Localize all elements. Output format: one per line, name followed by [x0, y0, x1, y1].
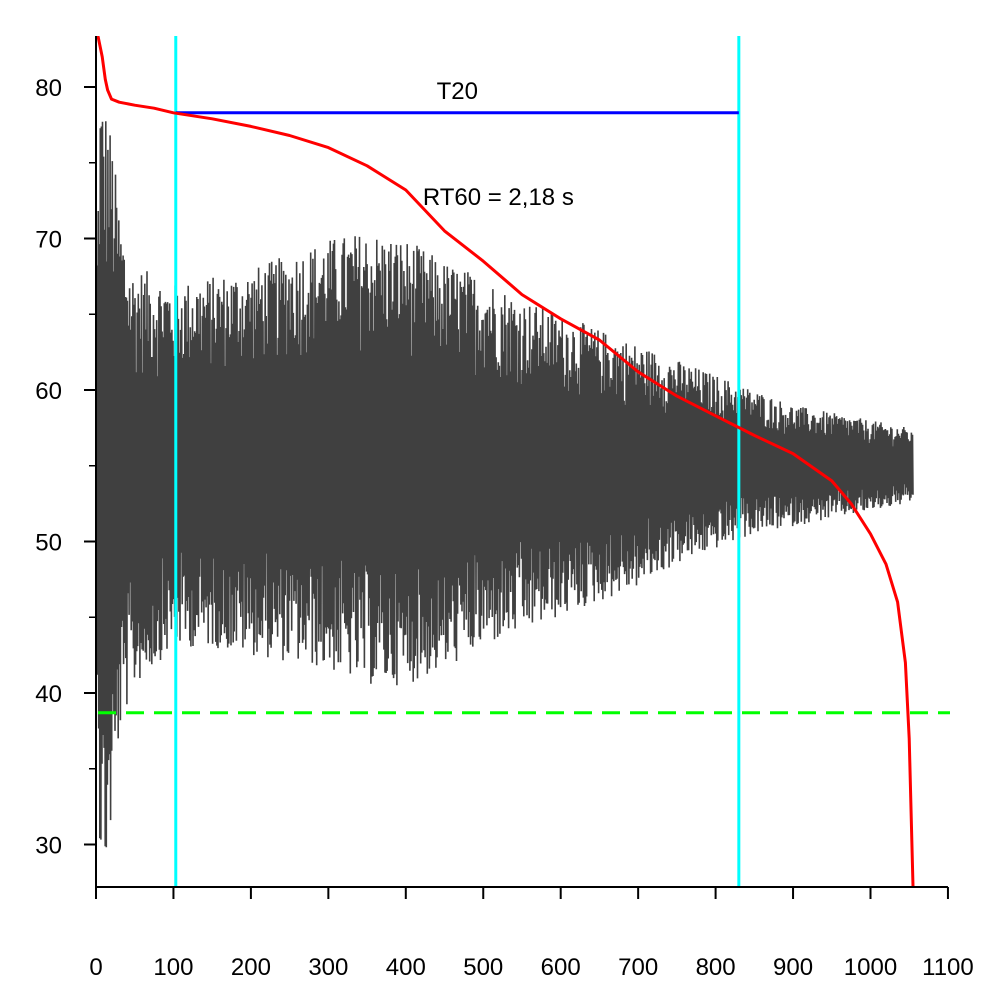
signal-trace: [96, 121, 914, 848]
x-tick-label: 200: [231, 954, 271, 981]
decay-curve-line: [96, 36, 915, 887]
tick-labels: 0 100 200 300 400 500 600 700 800 900 1000 1100 30 40…: [35, 75, 973, 981]
marker-lines: [174, 36, 741, 887]
x-tick-label: 1000: [844, 954, 897, 981]
y-tick-label: 60: [35, 378, 62, 405]
x-tick-label: 100: [153, 954, 193, 981]
y-tick-label: 50: [35, 530, 62, 557]
y-tick-label: 70: [35, 227, 62, 254]
y-tick-label: 40: [35, 681, 62, 708]
x-tick-label: 500: [463, 954, 503, 981]
x-tick-label: 300: [308, 954, 348, 981]
x-tick-label: 600: [541, 954, 581, 981]
x-tick-label: 900: [773, 954, 813, 981]
y-tick-label: 30: [35, 833, 62, 860]
axes: [84, 36, 949, 899]
t20-label: T20: [437, 78, 478, 105]
decay-curve: [96, 36, 915, 887]
signal-waveform: [96, 121, 914, 848]
x-tick-label: 700: [618, 954, 658, 981]
x-tick-label: 400: [386, 954, 426, 981]
rt60-label: RT60 = 2,18 s: [423, 184, 574, 211]
y-tick-label: 80: [35, 75, 62, 102]
x-tick-label: 800: [696, 954, 736, 981]
x-tick-label: 1100: [922, 954, 974, 981]
x-tick-label: 0: [89, 954, 102, 981]
